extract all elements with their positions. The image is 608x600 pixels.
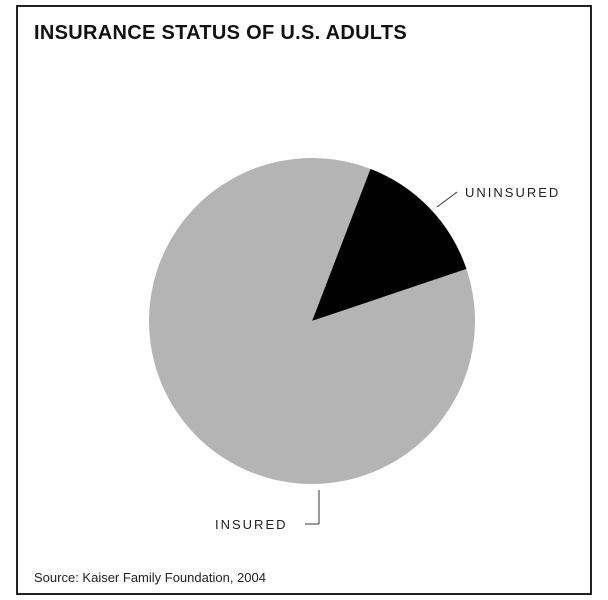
pie-slice-uninsured xyxy=(312,168,467,321)
pie-slices xyxy=(149,158,476,485)
slice-label-uninsured: UNINSURED xyxy=(465,185,560,200)
pie-slice-insured xyxy=(149,158,476,485)
chart-title: INSURANCE STATUS OF U.S. ADULTS xyxy=(34,22,408,44)
source-note: Source: Kaiser Family Foundation, 2004 xyxy=(34,570,266,585)
leader-line-uninsured xyxy=(436,191,458,208)
slice-label-insured: INSURED xyxy=(215,517,288,532)
leader-lines xyxy=(305,191,458,525)
